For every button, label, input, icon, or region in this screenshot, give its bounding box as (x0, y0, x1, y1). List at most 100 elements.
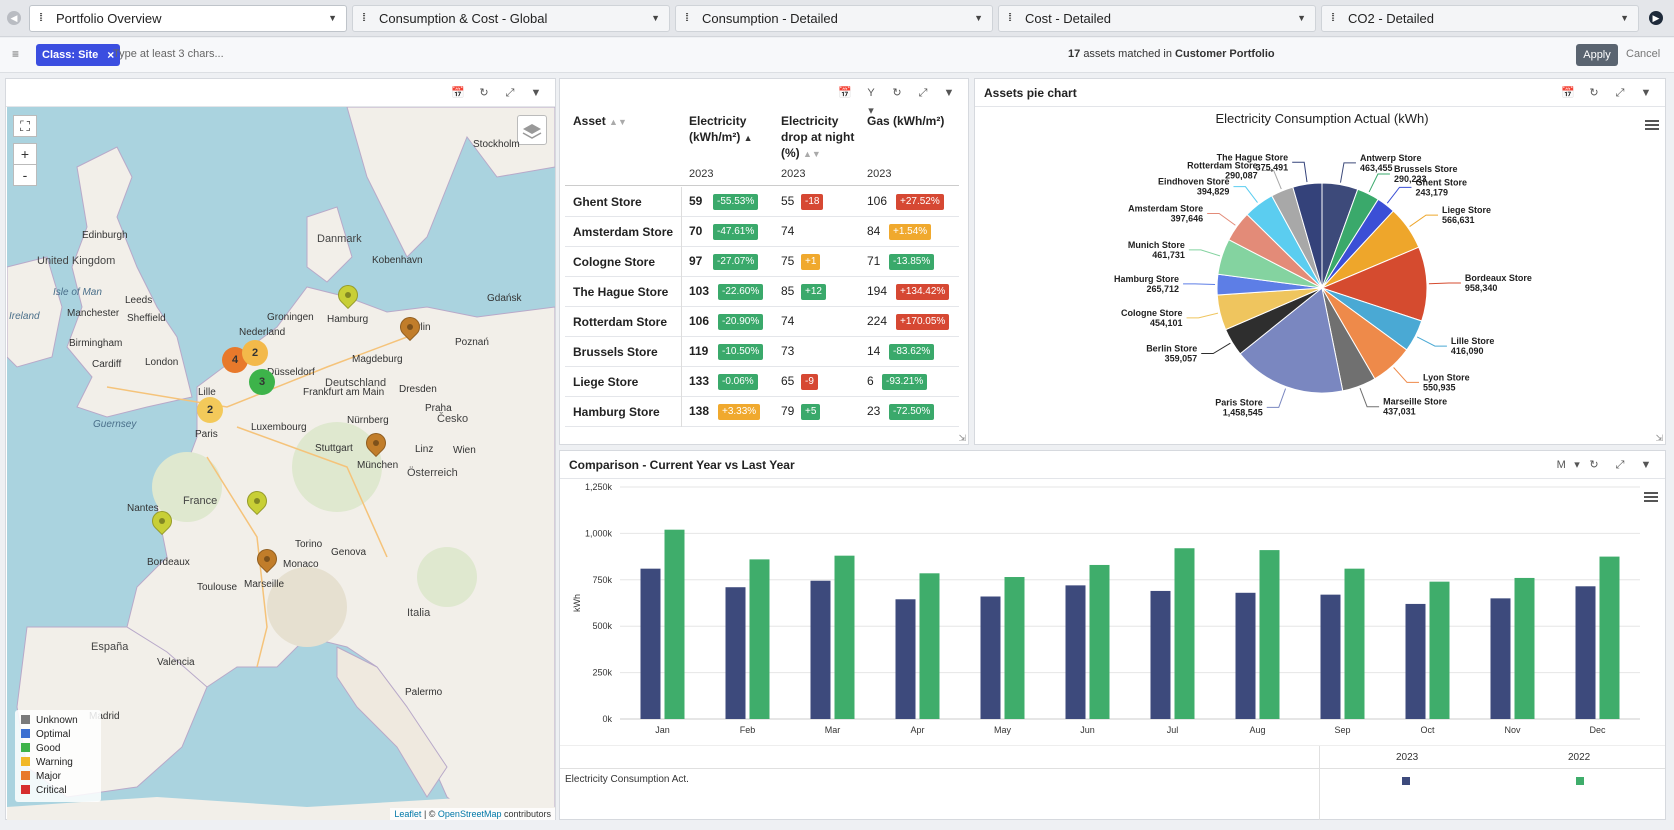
pie-slice[interactable] (1239, 287, 1344, 394)
cancel-button[interactable]: Cancel (1626, 48, 1661, 60)
map-cluster-marker[interactable]: 2 (242, 340, 268, 366)
chevron-down-icon[interactable]: ▼ (1640, 459, 1652, 471)
bar-2022[interactable] (749, 559, 770, 719)
bar-2022[interactable] (1344, 568, 1365, 719)
calendar-icon[interactable]: 📅 (451, 87, 465, 99)
calendar-icon[interactable]: 📅 (1561, 87, 1575, 99)
tabs-prev-button[interactable]: ◀ (7, 11, 21, 25)
map-cluster-marker[interactable]: 3 (249, 369, 275, 395)
bar-2023[interactable] (1575, 586, 1596, 719)
pie-slice[interactable] (1320, 246, 1428, 322)
legend-swatch-2022[interactable] (1576, 777, 1584, 785)
expand-icon[interactable]: ⤢ (1615, 87, 1625, 99)
tab-consumption-detailed[interactable]: ⁞⁞ Consumption - Detailed ▼ (675, 5, 993, 32)
period-select[interactable]: Y▾ (858, 84, 884, 117)
bar-2023[interactable] (1405, 603, 1426, 719)
resize-handle-icon[interactable]: ⇲ (958, 433, 966, 443)
asset-name[interactable]: Hamburg Store (573, 405, 660, 419)
column-header-gas[interactable]: Gas (kWh/m²) (867, 113, 959, 129)
drag-handle-icon[interactable]: ⁞⁞ (685, 12, 689, 24)
period-select[interactable]: M ▾ (1547, 456, 1581, 474)
asset-name[interactable]: Liege Store (573, 375, 639, 389)
chart-menu-icon[interactable] (1645, 120, 1659, 130)
drag-handle-icon[interactable]: ⁞⁞ (1331, 12, 1335, 24)
chevron-down-icon[interactable]: ▼ (530, 87, 542, 99)
osm-link[interactable]: OpenStreetMap (437, 809, 502, 819)
fullscreen-button[interactable]: ⛶ (13, 115, 37, 137)
filter-chip-class[interactable]: Class: Site × (36, 44, 121, 66)
table-row[interactable]: Hamburg Store 138 +3.33% 79 +5 23 -72.50% (565, 397, 959, 427)
asset-name[interactable]: Amsterdam Store (573, 225, 674, 239)
chevron-down-icon[interactable]: ▼ (1297, 13, 1306, 23)
bar-2022[interactable] (1004, 577, 1025, 719)
pie-slice[interactable] (1292, 182, 1323, 289)
drag-handle-icon[interactable]: ⁞⁞ (1008, 12, 1012, 24)
table-row[interactable]: Brussels Store 119 -10.50% 73 14 -83.62% (565, 337, 959, 367)
chevron-down-icon[interactable]: ▼ (974, 13, 983, 23)
apply-button[interactable]: Apply (1576, 44, 1618, 66)
tabs-next-button[interactable]: ▶ (1649, 11, 1663, 25)
table-row[interactable]: The Hague Store 103 -22.60% 85 +12 194 +134.42… (565, 277, 959, 307)
bar-2022[interactable] (919, 573, 940, 719)
column-header-asset[interactable]: Asset ▲▼ (573, 113, 627, 130)
chevron-down-icon[interactable]: ▼ (1640, 87, 1652, 99)
refresh-icon[interactable]: ↻ (1589, 459, 1599, 471)
resize-handle-icon[interactable]: ⇲ (1655, 433, 1663, 443)
bar-2023[interactable] (1490, 598, 1511, 719)
sort-icon[interactable]: ▲▼ (803, 149, 821, 159)
asset-name[interactable]: Rotterdam Store (573, 315, 668, 329)
table-row[interactable]: Amsterdam Store 70 -47.61% 74 84 +1.54% (565, 217, 959, 247)
chevron-down-icon[interactable]: ▼ (651, 13, 660, 23)
table-row[interactable]: Liege Store 133 -0.06% 65 -9 6 -93.21% (565, 367, 959, 397)
column-header-electricity[interactable]: Electricity (kWh/m²) ▲ (689, 113, 769, 146)
chevron-down-icon[interactable]: ▼ (1620, 13, 1629, 23)
filter-search-input[interactable]: Type at least 3 chars... (113, 48, 224, 60)
bar-2022[interactable] (1599, 556, 1620, 719)
expand-icon[interactable]: ⤢ (918, 87, 928, 99)
asset-name[interactable]: The Hague Store (573, 285, 669, 299)
table-row[interactable]: Cologne Store 97 -27.07% 75 +1 71 -13.85% (565, 247, 959, 277)
drag-handle-icon[interactable]: ⁞⁞ (39, 12, 43, 24)
bar-2023[interactable] (980, 596, 1001, 719)
chevron-down-icon[interactable]: ▼ (328, 13, 337, 23)
bar-2022[interactable] (1429, 581, 1450, 719)
close-icon[interactable]: × (107, 48, 115, 62)
refresh-icon[interactable]: ↻ (892, 87, 902, 99)
asset-name[interactable]: Cologne Store (573, 255, 656, 269)
expand-icon[interactable]: ⤢ (505, 87, 515, 99)
bar-2023[interactable] (810, 580, 831, 719)
asset-name[interactable]: Brussels Store (573, 345, 658, 359)
asset-name[interactable]: Ghent Store (573, 195, 642, 209)
sort-icon[interactable]: ▲▼ (609, 117, 627, 127)
bar-2023[interactable] (640, 568, 661, 719)
table-row[interactable]: Rotterdam Store 106 -20.90% 74 224 +170.05% (565, 307, 959, 337)
bar-2022[interactable] (1089, 564, 1110, 719)
bar-2022[interactable] (1514, 577, 1535, 719)
bar-2022[interactable] (1174, 548, 1195, 719)
filter-icon[interactable]: ≡ (12, 47, 20, 61)
bar-2022[interactable] (1259, 550, 1280, 719)
sort-icon[interactable]: ▲ (743, 133, 753, 143)
tab-portfolio-overview[interactable]: ⁞⁞ Portfolio Overview ▼ (29, 5, 347, 32)
bar-2022[interactable] (834, 555, 855, 719)
chevron-down-icon[interactable]: ▼ (943, 87, 955, 99)
layers-icon[interactable] (517, 115, 547, 145)
chart-menu-icon[interactable] (1644, 492, 1658, 502)
drag-handle-icon[interactable]: ⁞⁞ (362, 12, 366, 24)
refresh-icon[interactable]: ↻ (1589, 87, 1599, 99)
map-cluster-marker[interactable]: 2 (197, 397, 223, 423)
bar-2023[interactable] (1065, 585, 1086, 719)
tab-co2-detailed[interactable]: ⁞⁞ CO2 - Detailed ▼ (1321, 5, 1639, 32)
bar-2023[interactable] (1235, 592, 1256, 719)
legend-swatch-2023[interactable] (1402, 777, 1410, 785)
calendar-icon[interactable]: 📅 (838, 87, 852, 99)
map-canvas[interactable]: ⛶ + - United Kingdom Danmark Deutschland… (7, 107, 555, 820)
bar-2023[interactable] (1320, 594, 1341, 719)
column-header-night-drop[interactable]: Electricity drop at night (%) ▲▼ (781, 113, 863, 162)
leaflet-link[interactable]: Leaflet (394, 809, 422, 819)
zoom-out-button[interactable]: - (13, 164, 37, 186)
bar-2023[interactable] (725, 587, 746, 719)
tab-consumption-cost-global[interactable]: ⁞⁞ Consumption & Cost - Global ▼ (352, 5, 670, 32)
bar-2023[interactable] (1150, 590, 1171, 719)
tab-cost-detailed[interactable]: ⁞⁞ Cost - Detailed ▼ (998, 5, 1316, 32)
